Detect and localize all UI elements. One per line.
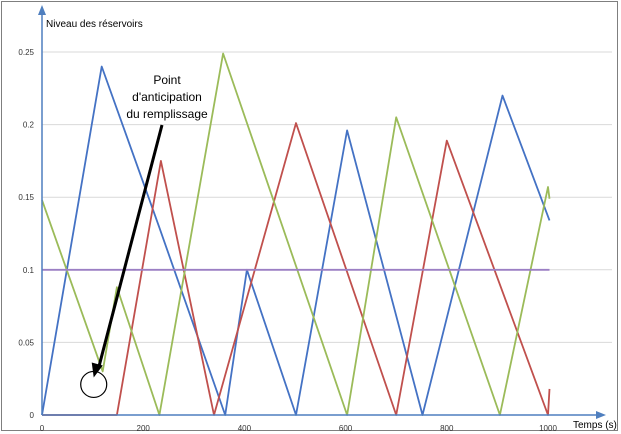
annotation-arrowhead	[91, 362, 103, 378]
annotation-line-2: d'anticipation	[132, 90, 202, 104]
y-axis-title: Niveau des réservoirs	[46, 19, 143, 30]
y-tick-label-5: 0.25	[18, 48, 34, 57]
y-axis-arrow	[38, 5, 46, 15]
x-tick-label-4: 800	[440, 424, 454, 433]
annotation-line-3: du remplissage	[126, 107, 208, 121]
gridlines	[42, 51, 612, 343]
x-tick-label-3: 600	[339, 424, 353, 433]
y-tick-label-1: 0.05	[18, 338, 34, 347]
axes	[38, 5, 606, 419]
series-line-2	[41, 52, 551, 416]
annotation-line-1: Point	[153, 73, 181, 87]
y-tick-label-2: 0.1	[23, 266, 35, 275]
x-axis-arrow	[596, 411, 606, 419]
annotation-arrow	[97, 124, 164, 368]
y-tick-label-3: 0.15	[18, 193, 34, 202]
x-tick-label-0: 0	[40, 424, 45, 433]
series-group	[41, 52, 551, 416]
tick-labels: 0 0.05 0.1 0.15 0.2 0.25 0 200 400 600 800 1000	[18, 48, 557, 433]
x-axis-title: Temps (s)	[573, 420, 617, 431]
y-tick-label-0: 0	[30, 411, 35, 420]
x-tick-label-1: 200	[137, 424, 151, 433]
x-tick-label-5: 1000	[539, 424, 557, 433]
x-tick-label-2: 400	[238, 424, 252, 433]
annotation: Point d'anticipation du remplissage	[80, 73, 208, 399]
series-line-0	[41, 65, 551, 416]
y-tick-label-4: 0.2	[23, 121, 35, 130]
